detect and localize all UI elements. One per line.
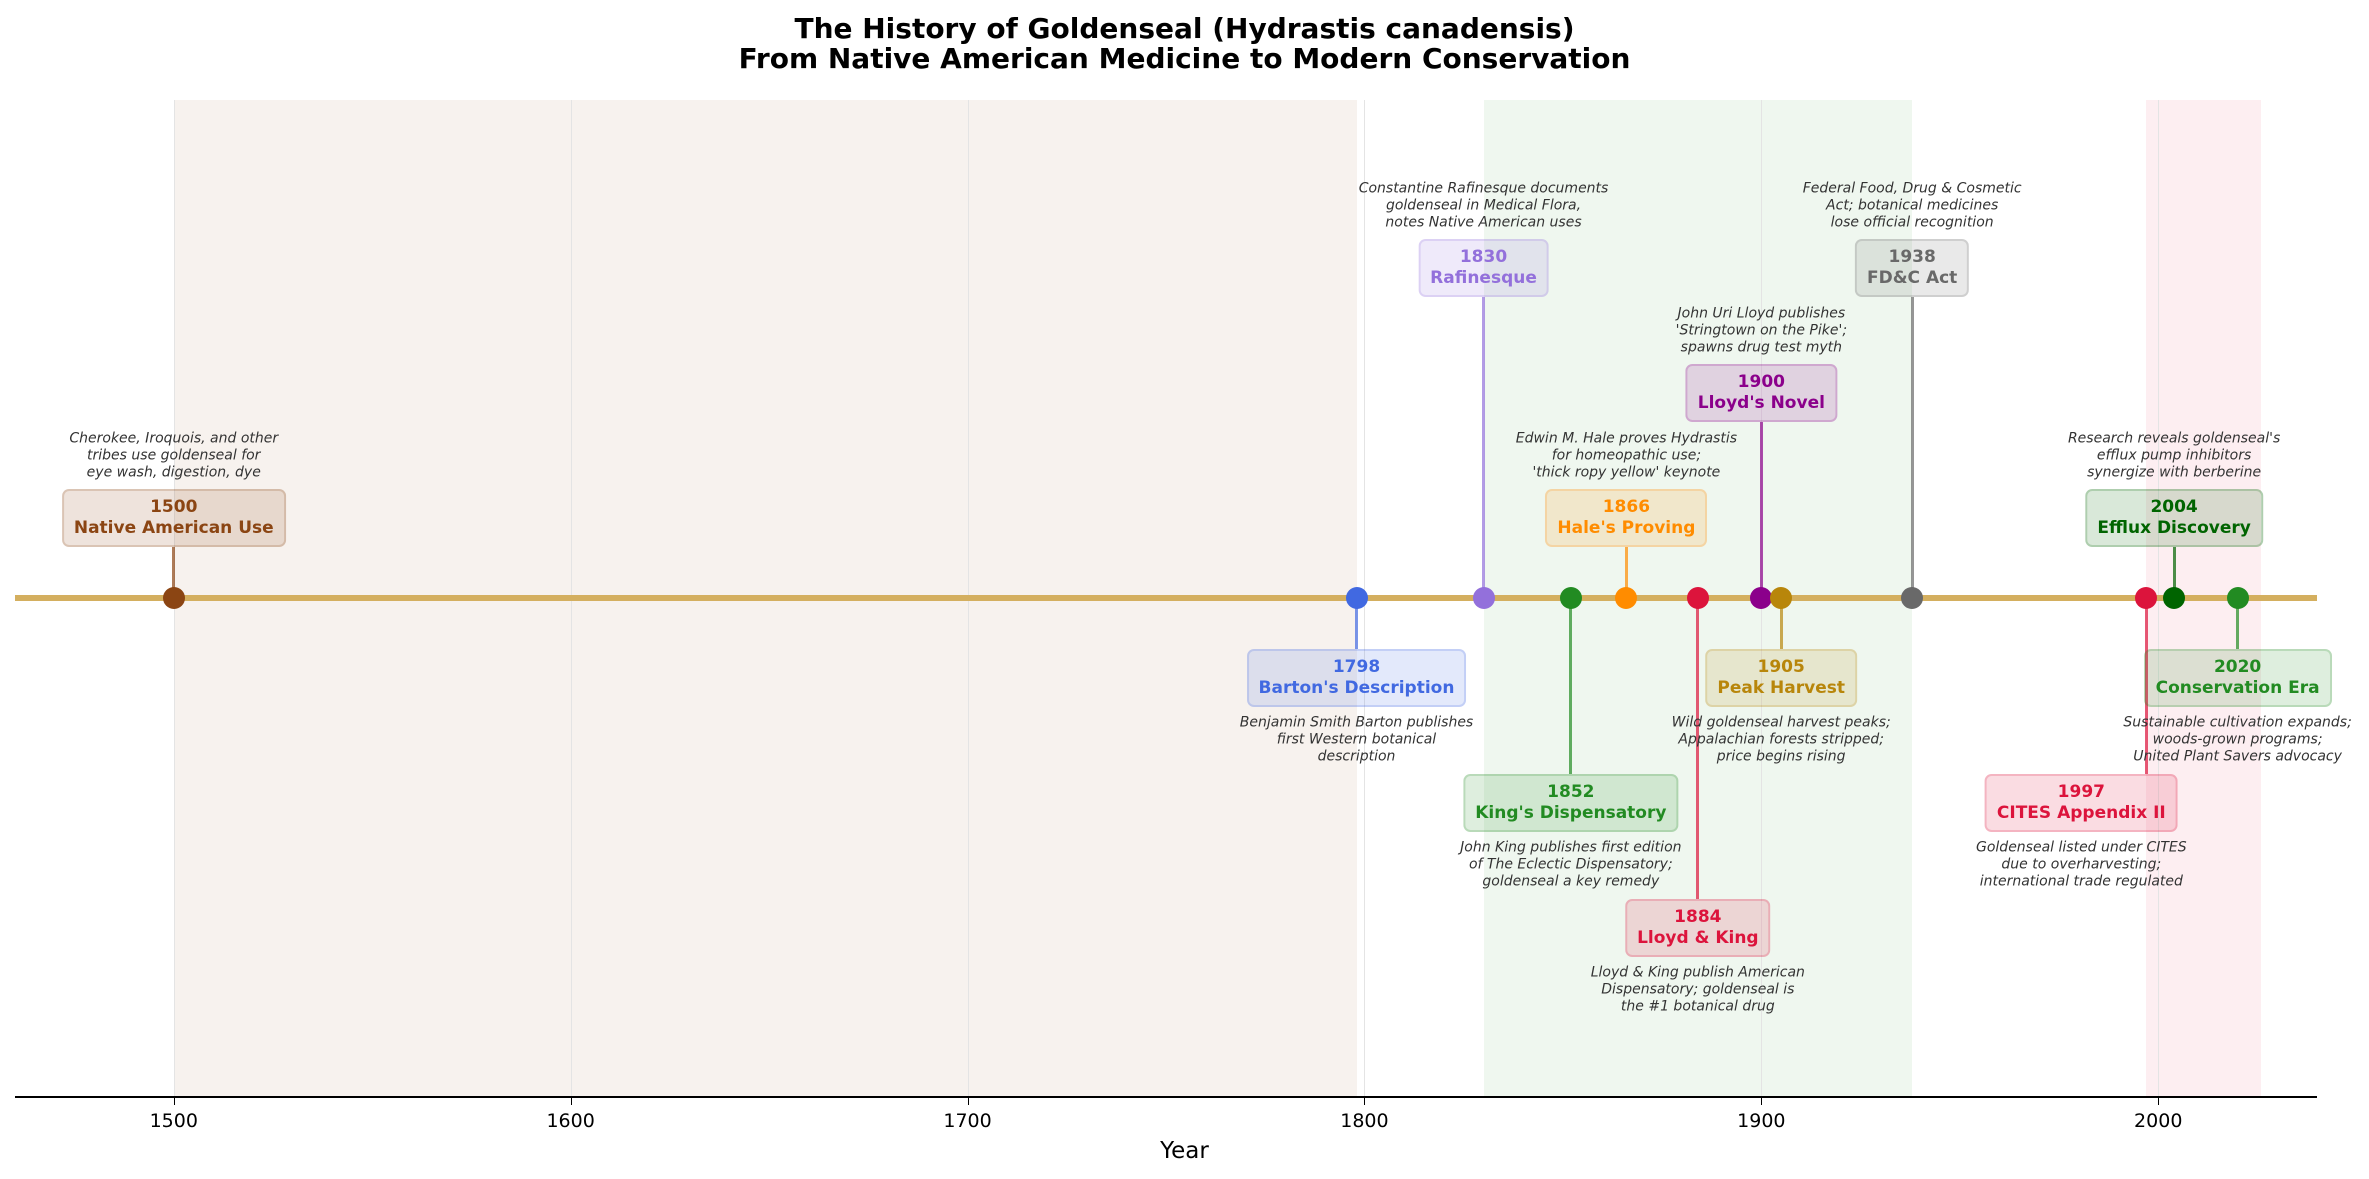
event-year: 1884: [1674, 907, 1722, 927]
x-axis-line: [15, 1096, 2317, 1098]
event-title: Lloyd & King: [1637, 928, 1759, 948]
event-description: John King publishes first edition of The…: [1460, 839, 1682, 890]
event-stem: [2236, 598, 2240, 649]
event-year: 1852: [1547, 782, 1595, 802]
event-title: Rafinesque: [1430, 268, 1537, 288]
event-marker: [1770, 587, 1793, 609]
event-stem: [172, 547, 176, 598]
event-title: Efflux Discovery: [2097, 518, 2251, 538]
event-stem: [1624, 547, 1628, 598]
event-description: Research reveals goldenseal's efflux pum…: [2067, 430, 2281, 481]
event-title: Hale's Proving: [1557, 518, 1696, 538]
event-label: 1900 Lloyd's Novel: [1685, 364, 1837, 422]
event-marker: [2163, 587, 2186, 609]
timeline-line: [15, 595, 2317, 601]
event-title: Conservation Era: [2155, 678, 2320, 698]
event-marker: [1345, 587, 1368, 609]
x-tick-label: 1700: [943, 1110, 992, 1132]
event-year: 1938: [1888, 247, 1936, 267]
chart-subtitle: From Native American Medicine to Modern …: [738, 42, 1631, 75]
event-description: Cherokee, Iroquois, and other tribes use…: [69, 430, 279, 481]
event-description: Goldenseal listed under CITES due to ove…: [1976, 839, 2187, 890]
event-description: Lloyd & King publish American Dispensato…: [1590, 964, 1805, 1015]
x-tick-label: 1500: [149, 1110, 198, 1132]
chart-title: The History of Goldenseal (Hydrastis can…: [794, 12, 1575, 45]
event-marker: [162, 587, 185, 609]
event-marker: [2226, 587, 2249, 609]
event-marker: [1472, 587, 1495, 609]
event-stem: [1910, 297, 1914, 598]
event-stem: [1779, 598, 1783, 649]
event-marker: [2135, 587, 2158, 609]
x-axis-label: Year: [1160, 1138, 1209, 1164]
x-tick-label: 1800: [1340, 1110, 1389, 1132]
event-title: CITES Appendix II: [1996, 803, 2166, 823]
event-stem: [1569, 598, 1573, 774]
event-description: Sustainable cultivation expands; woods-g…: [2123, 714, 2352, 765]
event-description: Constantine Rafinesque documents goldens…: [1358, 180, 1609, 231]
x-tick-label: 2000: [2134, 1110, 2183, 1132]
x-tick: [1761, 1097, 1763, 1105]
event-title: Peak Harvest: [1717, 678, 1845, 698]
event-title: Barton's Description: [1258, 678, 1455, 698]
event-description: Benjamin Smith Barton publishes first We…: [1239, 714, 1474, 765]
event-year: 2004: [2150, 497, 2198, 517]
event-label: 2020 Conservation Era: [2143, 649, 2332, 707]
event-label: 1500 Native American Use: [61, 489, 286, 547]
event-stem: [2144, 598, 2148, 774]
x-tick: [1364, 1097, 1366, 1105]
event-year: 1905: [1757, 657, 1805, 677]
x-tick: [570, 1097, 572, 1105]
event-year: 2020: [2213, 657, 2262, 677]
x-tick: [2158, 1097, 2160, 1105]
event-label: 1798 Barton's Description: [1246, 649, 1467, 707]
event-stem: [1696, 598, 1700, 899]
event-label: 1905 Peak Harvest: [1705, 649, 1857, 707]
event-title: Lloyd's Novel: [1697, 393, 1825, 413]
event-stem: [1482, 297, 1486, 598]
event-label: 1852 King's Dispensatory: [1463, 774, 1679, 832]
event-label: 1866 Hale's Proving: [1545, 489, 1708, 547]
event-stem: [2172, 547, 2176, 598]
event-title: FD&C Act: [1867, 268, 1958, 288]
event-stem: [1759, 422, 1763, 598]
event-year: 1798: [1332, 657, 1381, 677]
x-tick: [967, 1097, 969, 1105]
x-tick-label: 1600: [546, 1110, 595, 1132]
event-year: 1997: [2057, 782, 2105, 802]
event-year: 1900: [1737, 372, 1785, 392]
event-stem: [1355, 598, 1358, 649]
event-marker: [1901, 587, 1924, 609]
event-year: 1500: [150, 497, 198, 517]
event-description: Wild goldenseal harvest peaks; Appalachi…: [1671, 714, 1891, 765]
x-tick: [173, 1097, 175, 1105]
event-marker: [1559, 587, 1582, 609]
event-title: King's Dispensatory: [1475, 803, 1667, 823]
event-marker: [1615, 587, 1638, 609]
event-title: Native American Use: [73, 518, 274, 538]
event-description: Edwin M. Hale proves Hydrastis for homeo…: [1515, 430, 1738, 481]
event-description: Federal Food, Drug & Cosmetic Act; botan…: [1802, 180, 2022, 231]
event-label: 1830 Rafinesque: [1418, 239, 1549, 297]
event-year: 1866: [1602, 497, 1651, 517]
event-marker: [1686, 587, 1709, 609]
event-label: 1938 FD&C Act: [1855, 239, 1970, 297]
event-year: 1830: [1459, 247, 1508, 267]
event-label: 2004 Efflux Discovery: [2085, 489, 2263, 547]
event-marker: [1750, 587, 1773, 609]
event-description: John Uri Lloyd publishes 'Stringtown on …: [1675, 305, 1848, 356]
event-label: 1884 Lloyd & King: [1625, 899, 1771, 957]
x-tick-label: 1900: [1737, 1110, 1786, 1132]
event-label: 1997 CITES Appendix II: [1984, 774, 2178, 832]
